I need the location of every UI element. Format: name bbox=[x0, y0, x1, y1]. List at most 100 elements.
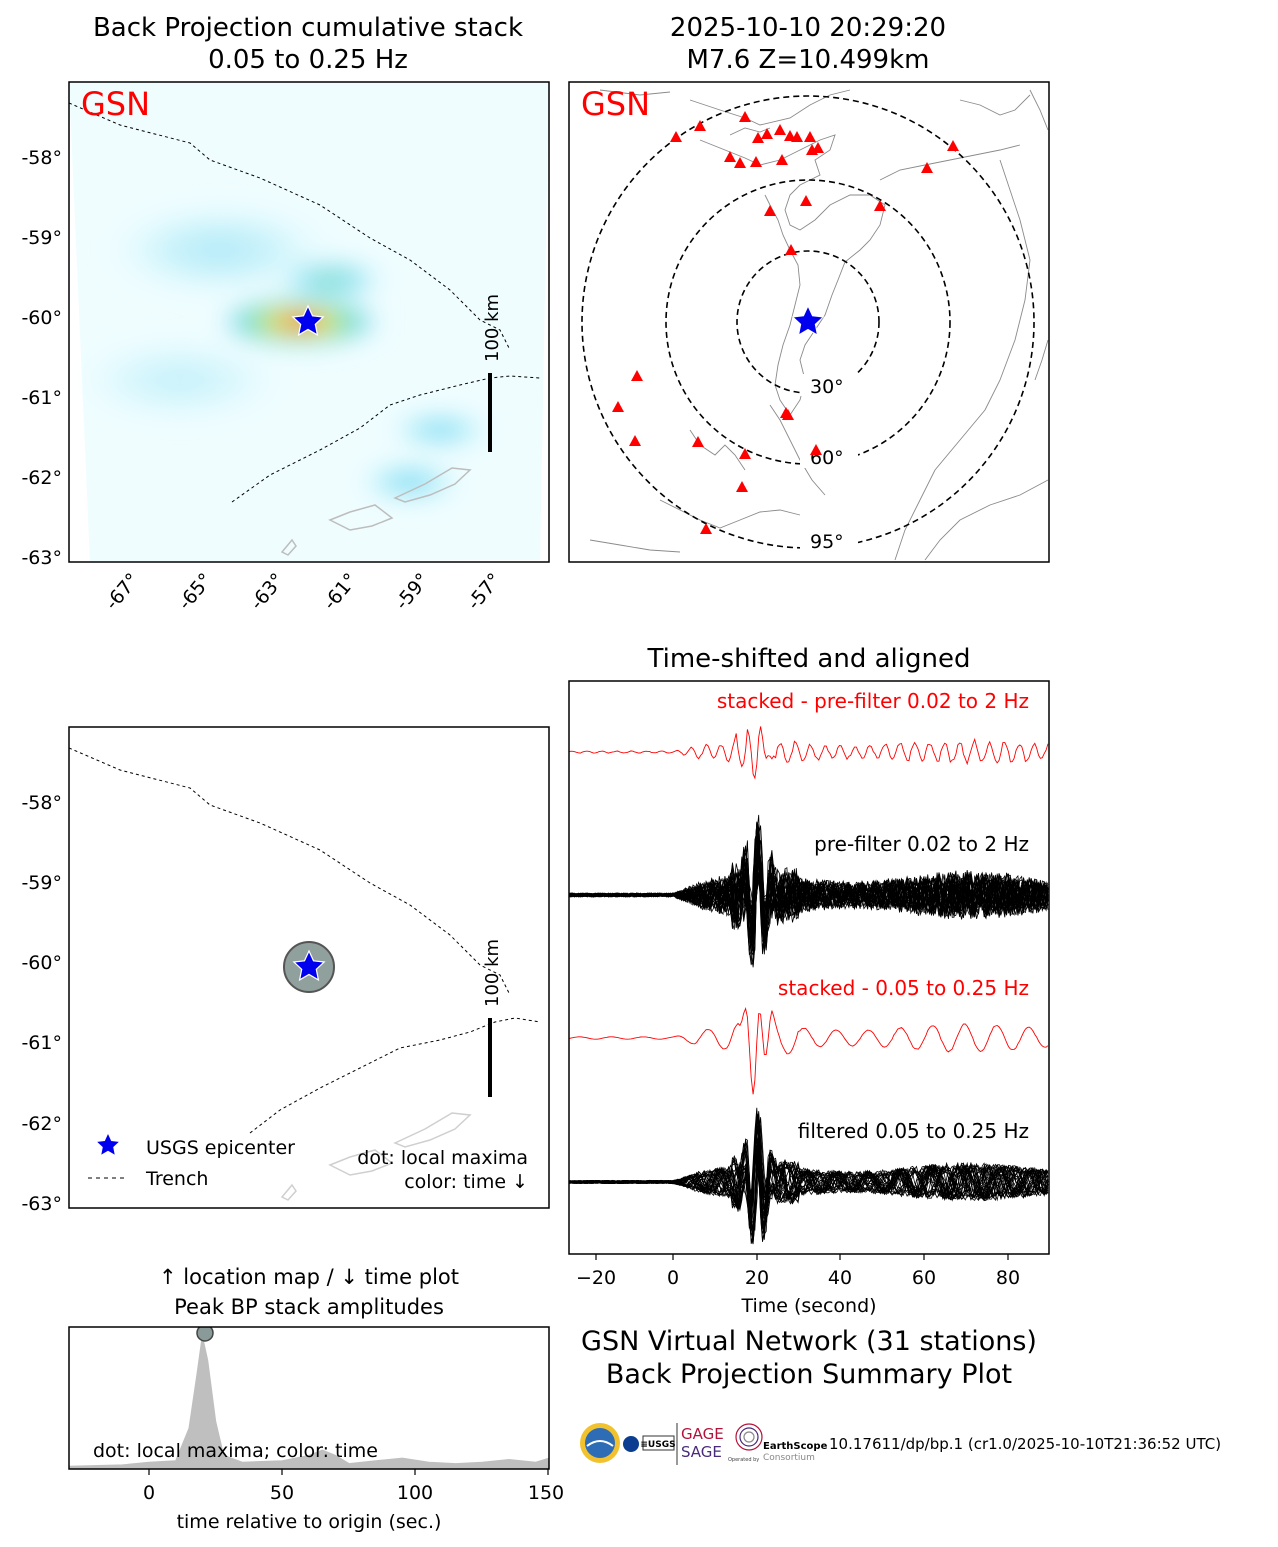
lat-tick: -62° bbox=[21, 467, 62, 489]
lon-tick: -59° bbox=[391, 569, 434, 614]
location-map-panel: 100 km USGS epicenter Trench dot: local … bbox=[21, 726, 550, 1215]
waveform-trace bbox=[569, 1107, 1049, 1213]
legend-star-icon bbox=[97, 1134, 119, 1155]
bp-map-islands bbox=[280, 467, 472, 556]
bp-map-lon-axis: -67° -65° -63° -61° -59° -57° bbox=[101, 569, 506, 614]
lat-tick: -61° bbox=[21, 387, 62, 409]
station-map-network-label: GSN bbox=[581, 85, 650, 123]
bp-map-scale-label: 100 km bbox=[482, 294, 503, 362]
station-triangle bbox=[761, 128, 773, 139]
bp-map-epicenter-star bbox=[291, 304, 325, 337]
station-triangle bbox=[782, 409, 794, 420]
station-triangle bbox=[739, 111, 751, 122]
trench-line-south bbox=[249, 1017, 541, 1134]
peak-local-maximum-dot bbox=[196, 1327, 214, 1342]
event-date-title: 2025-10-10 20:29:20 bbox=[670, 13, 946, 43]
station-triangle bbox=[776, 154, 788, 165]
waveform-trace bbox=[569, 1144, 1049, 1230]
bp-map-lat-axis: -58° -59° -60° -61° -62° -63° bbox=[21, 147, 62, 569]
station-markers bbox=[612, 111, 959, 534]
station-triangle bbox=[921, 162, 933, 173]
x-tick: 50 bbox=[270, 1482, 294, 1504]
waveform-x-axis: −20 0 20 40 60 80 Time (second) bbox=[576, 1254, 1020, 1317]
station-triangle bbox=[734, 157, 746, 168]
bp-heat-blobs bbox=[70, 200, 495, 504]
bp-map-network-label: GSN bbox=[81, 85, 150, 123]
peak-plot-note: dot: local maxima; color: time bbox=[93, 1440, 378, 1462]
trench-line-north bbox=[69, 102, 511, 351]
earthscope-logo bbox=[735, 1423, 763, 1451]
peak-plot-x-axis: 0 50 100 150 time relative to origin (se… bbox=[143, 1469, 564, 1533]
x-tick: 40 bbox=[828, 1267, 852, 1289]
x-tick: 60 bbox=[912, 1267, 936, 1289]
label-filtered: filtered 0.05 to 0.25 Hz bbox=[798, 1119, 1029, 1143]
coastlines bbox=[589, 89, 1049, 561]
x-tick: 0 bbox=[143, 1482, 155, 1504]
x-tick: 150 bbox=[528, 1482, 564, 1504]
x-tick: 0 bbox=[667, 1267, 679, 1289]
peak-plot-xlabel: time relative to origin (sec.) bbox=[177, 1511, 442, 1533]
station-triangle bbox=[724, 151, 736, 162]
station-triangle bbox=[700, 523, 712, 534]
station-triangle bbox=[739, 448, 751, 459]
legend-epicenter-label: USGS epicenter bbox=[146, 1137, 295, 1159]
operated-by-text: Operated by bbox=[728, 1457, 759, 1463]
peak-plot-title-1: ↑ location map / ↓ time plot bbox=[159, 1265, 459, 1289]
location-map-frame bbox=[68, 726, 550, 1209]
lon-tick: -65° bbox=[174, 569, 217, 614]
lat-tick: -62° bbox=[21, 1113, 62, 1135]
lon-tick: -57° bbox=[463, 569, 506, 614]
x-tick: 100 bbox=[397, 1482, 433, 1504]
station-map-epicenter-star bbox=[791, 304, 825, 336]
lat-tick: -63° bbox=[21, 1193, 62, 1215]
x-tick: 20 bbox=[745, 1267, 769, 1289]
x-tick: 80 bbox=[996, 1267, 1020, 1289]
station-triangle bbox=[785, 244, 797, 255]
waveform-title: Time-shifted and aligned bbox=[647, 644, 971, 674]
bp-map-title-1: Back Projection cumulative stack bbox=[93, 13, 523, 43]
lon-tick: -61° bbox=[319, 569, 362, 614]
location-map-epicenter-star bbox=[292, 949, 326, 982]
location-map-scale-label: 100 km bbox=[482, 939, 503, 1007]
x-tick: −20 bbox=[576, 1267, 616, 1289]
ring-label-30: 30° bbox=[810, 376, 844, 398]
lat-tick: -58° bbox=[21, 147, 62, 169]
station-triangle bbox=[670, 131, 682, 142]
peak-amplitude-area bbox=[69, 1335, 549, 1469]
bp-map-title-2: 0.05 to 0.25 Hz bbox=[208, 45, 408, 75]
location-map-note-1: dot: local maxima bbox=[357, 1147, 528, 1169]
waveform-xlabel: Time (second) bbox=[740, 1295, 876, 1317]
waveform-trace bbox=[569, 726, 1049, 780]
gage-logo-text: GAGE bbox=[681, 1425, 724, 1443]
location-map-islands bbox=[280, 1112, 472, 1201]
lon-tick: -63° bbox=[246, 569, 289, 614]
trench-line-north bbox=[69, 747, 511, 996]
lat-tick: -59° bbox=[21, 872, 62, 894]
station-triangle bbox=[874, 200, 886, 211]
event-magnitude-title: M7.6 Z=10.499km bbox=[686, 45, 929, 75]
lat-tick: -60° bbox=[21, 307, 62, 329]
lon-tick: -67° bbox=[101, 569, 144, 614]
waveform-trace bbox=[569, 822, 1049, 951]
earthscope-logo-text: EarthScope bbox=[763, 1441, 828, 1452]
ring-label-bg bbox=[800, 530, 858, 562]
trench-line-south bbox=[231, 375, 541, 503]
peak-amplitude-panel: ↑ location map / ↓ time plot Peak BP sta… bbox=[68, 1265, 564, 1533]
legend-trench-label: Trench bbox=[145, 1168, 208, 1190]
label-prefilter: pre-filter 0.02 to 2 Hz bbox=[814, 832, 1029, 856]
station-triangle bbox=[791, 131, 803, 142]
location-map-note-2: color: time ↓ bbox=[404, 1171, 528, 1193]
summary-title-1: GSN Virtual Network (31 stations) bbox=[581, 1326, 1037, 1357]
station-triangle bbox=[804, 131, 816, 142]
nsf-logo bbox=[580, 1423, 620, 1463]
summary-title-2: Back Projection Summary Plot bbox=[606, 1359, 1012, 1390]
waveform-panel: Time-shifted and aligned stacked - pre-f… bbox=[568, 644, 1050, 1317]
lat-tick: -58° bbox=[21, 792, 62, 814]
station-triangle bbox=[774, 124, 786, 135]
station-triangle bbox=[806, 144, 818, 155]
station-triangle bbox=[612, 401, 624, 412]
label-stacked-prefilter: stacked - pre-filter 0.02 to 2 Hz bbox=[717, 689, 1029, 713]
station-triangle bbox=[784, 130, 796, 141]
station-triangle bbox=[764, 205, 776, 216]
